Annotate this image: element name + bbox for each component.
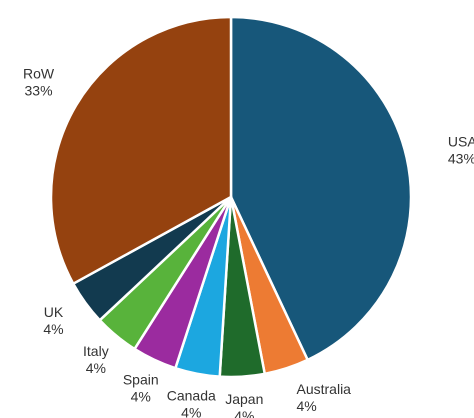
slice-category-label: Spain [123,371,159,387]
slice-label-uk: UK4% [43,304,64,337]
slice-value-label: 4% [234,408,254,418]
slice-category-label: Australia [297,381,352,397]
slice-value-label: 4% [86,360,106,376]
pie-slices [49,15,413,379]
slice-value-label: 4% [297,398,317,414]
slice-category-label: Japan [225,391,263,407]
slice-category-label: RoW [23,66,55,82]
slice-value-label: 4% [181,405,201,418]
slice-category-label: Canada [167,388,216,404]
pie-slice-usa [229,15,413,362]
slice-category-label: Italy [83,343,109,359]
slice-category-label: USA [448,133,474,149]
slice-value-label: 4% [43,321,63,337]
pie-labels: USA43%Australia4%Japan4%Canada4%Spain4%I… [23,66,474,418]
slice-value-label: 43% [448,150,474,166]
slice-category-label: UK [44,304,64,320]
slice-value-label: 4% [131,388,151,404]
pie-slice-row [49,15,233,285]
slice-value-label: 33% [25,83,53,99]
